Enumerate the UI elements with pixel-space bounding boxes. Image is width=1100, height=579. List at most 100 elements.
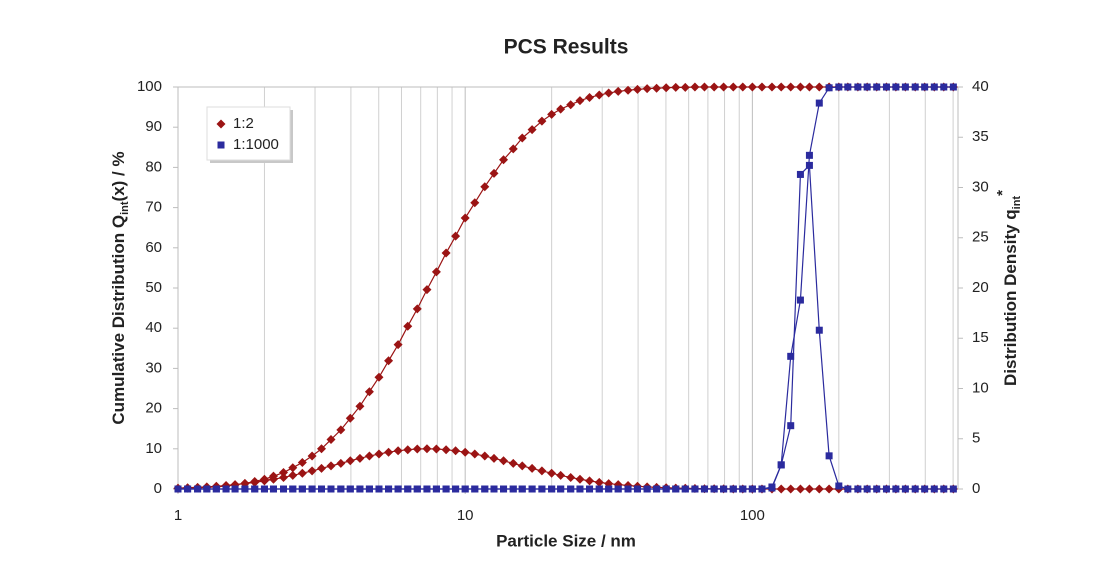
- cumulative-marker: [825, 84, 833, 92]
- cumulative-marker: [364, 387, 374, 397]
- cumulative-marker: [586, 485, 594, 493]
- cumulative-marker: [499, 155, 509, 165]
- legend-label: 1:1000: [233, 136, 279, 153]
- cumulative-marker: [671, 82, 681, 92]
- density-marker: [508, 458, 518, 468]
- cumulative-marker: [231, 485, 239, 493]
- y-tick-label: 60: [145, 239, 162, 256]
- y2-tick-label: 15: [972, 329, 989, 346]
- x-tick-label: 10: [457, 507, 474, 524]
- density-marker: [470, 449, 480, 459]
- cumulative-marker: [374, 372, 384, 382]
- cumulative-marker: [757, 82, 767, 92]
- cumulative-marker: [336, 425, 346, 435]
- density-marker: [882, 485, 890, 493]
- x-tick-label: 1: [174, 507, 182, 524]
- cumulative-marker: [804, 82, 814, 92]
- cumulative-marker: [642, 84, 652, 94]
- cumulative-marker: [662, 485, 670, 493]
- y-tick-label: 50: [145, 279, 162, 296]
- cumulative-marker: [709, 82, 719, 92]
- y2-label-text: Distribution Density q: [1001, 209, 1020, 386]
- cumulative-marker: [452, 485, 460, 493]
- cumulative-marker: [422, 285, 432, 295]
- density-marker: [815, 326, 823, 334]
- cumulative-marker: [921, 83, 929, 91]
- y-tick-label: 70: [145, 199, 162, 216]
- cumulative-marker: [509, 485, 517, 493]
- density-marker: [326, 461, 336, 471]
- density-line: [178, 164, 954, 490]
- cumulative-marker: [269, 485, 277, 493]
- cumulative-marker: [548, 485, 556, 493]
- density-marker: [345, 456, 355, 466]
- cumulative-marker: [327, 485, 335, 493]
- cumulative-marker: [633, 485, 641, 493]
- cumulative-marker: [508, 144, 518, 154]
- density-marker: [556, 470, 566, 480]
- cumulative-marker: [528, 485, 536, 493]
- cumulative-marker: [624, 485, 632, 493]
- y2-tick-label: 5: [972, 430, 980, 447]
- cumulative-marker: [728, 82, 738, 92]
- cumulative-marker: [394, 485, 402, 493]
- cumulative-marker: [661, 83, 671, 93]
- y-tick-label: 40: [145, 319, 162, 336]
- density-marker: [431, 444, 441, 454]
- cumulative-marker: [949, 83, 957, 91]
- x-tick-label: 100: [740, 507, 765, 524]
- density-marker: [824, 484, 834, 494]
- density-marker: [489, 453, 499, 463]
- density-marker: [336, 458, 346, 468]
- cumulative-marker: [604, 88, 614, 98]
- cumulative-marker: [672, 485, 680, 493]
- cumulative-marker: [758, 485, 766, 493]
- y2-tick-label: 20: [972, 279, 989, 296]
- cumulative-marker: [297, 457, 307, 467]
- cumulative-marker: [413, 485, 421, 493]
- density-marker: [804, 484, 814, 494]
- y-label-sub: int: [119, 201, 131, 215]
- cumulative-marker: [212, 485, 220, 493]
- cumulative-marker: [632, 84, 642, 94]
- cumulative-marker: [814, 82, 824, 92]
- cumulative-marker: [720, 485, 728, 493]
- y-tick-label: 90: [145, 118, 162, 135]
- cumulative-marker: [490, 485, 498, 493]
- cumulative-marker: [403, 321, 413, 331]
- density-marker: [307, 466, 317, 476]
- cumulative-marker: [268, 471, 278, 481]
- cumulative-marker: [451, 231, 461, 241]
- cumulative-marker: [194, 485, 202, 493]
- cumulative-marker: [873, 83, 881, 91]
- density-marker: [835, 482, 843, 490]
- density-marker: [787, 422, 795, 430]
- cumulative-marker: [470, 198, 480, 208]
- cumulative-marker: [776, 82, 786, 92]
- density-marker: [776, 484, 786, 494]
- density-marker: [854, 485, 862, 493]
- y2-tick-label: 40: [972, 78, 989, 95]
- y-tick-label: 30: [145, 359, 162, 376]
- cumulative-marker: [441, 248, 451, 258]
- cumulative-marker: [795, 82, 805, 92]
- cumulative-marker: [365, 485, 373, 493]
- legend-label: 1:2: [233, 115, 254, 132]
- cumulative-marker: [566, 100, 576, 110]
- cumulative-marker: [278, 468, 288, 478]
- density-marker: [480, 451, 490, 461]
- cumulative-line: [178, 86, 954, 490]
- cumulative-marker: [882, 83, 890, 91]
- cumulative-marker: [614, 485, 622, 493]
- cumulative-marker: [384, 356, 394, 366]
- x-axis-label: Particle Size / nm: [496, 531, 636, 550]
- cumulative-marker: [652, 83, 662, 93]
- cumulative-marker: [768, 483, 776, 491]
- cumulative-marker: [489, 168, 499, 178]
- cumulative-marker: [184, 485, 192, 493]
- density-marker: [499, 456, 509, 466]
- cumulative-marker: [567, 485, 575, 493]
- y2-label-sup: *: [994, 190, 1011, 196]
- density-marker: [393, 446, 403, 456]
